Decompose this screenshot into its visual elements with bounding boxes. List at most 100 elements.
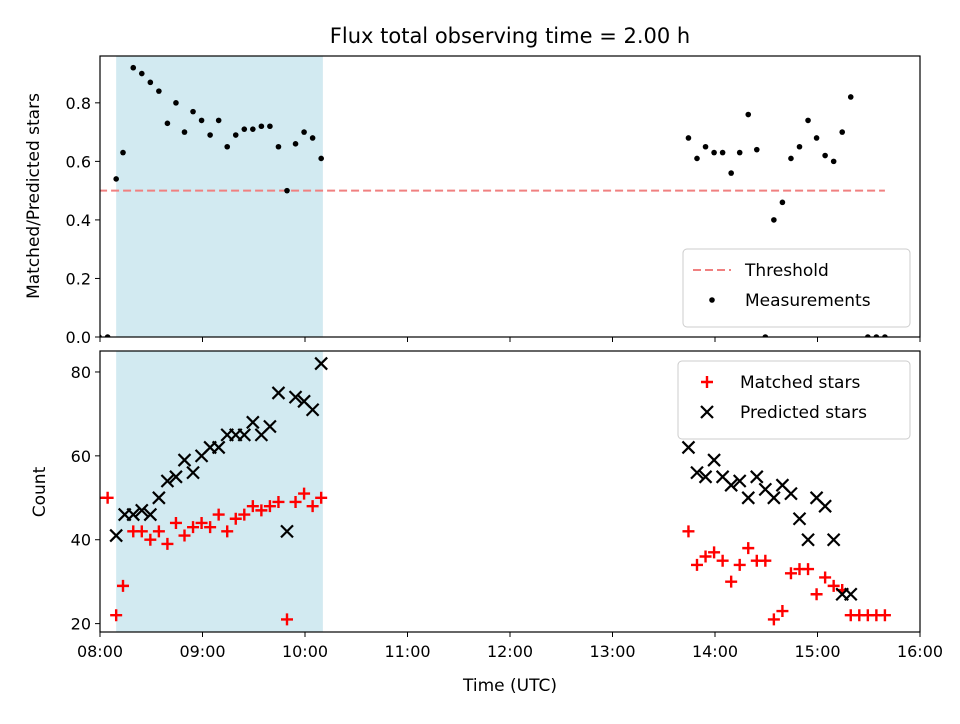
matched-stars-point <box>263 500 276 513</box>
bottom-series-x <box>109 356 858 602</box>
matched-stars-point <box>298 487 311 500</box>
matched-stars-point <box>238 508 251 521</box>
matched-stars-point <box>152 525 165 538</box>
measurement-point <box>258 123 265 130</box>
measurement-point <box>130 64 137 71</box>
measurement-point <box>779 199 786 206</box>
x-tick-label: 14:00 <box>692 642 738 661</box>
predicted-stars-point <box>135 503 149 518</box>
predicted-stars-point <box>698 470 713 484</box>
x-tick-label: 11:00 <box>384 642 430 661</box>
predicted-stars-point <box>690 465 704 480</box>
top-y-tick-label: 0.8 <box>66 94 91 113</box>
predicted-stars-point <box>792 511 807 526</box>
measurement-point <box>207 132 213 138</box>
predicted-stars-point <box>818 499 832 513</box>
measurement-point <box>882 334 888 337</box>
matched-stars-point <box>315 491 328 504</box>
measurement-point <box>805 117 811 124</box>
predicted-stars-point <box>826 532 841 547</box>
matched-stars-point <box>144 533 157 546</box>
bottom-panel: 20 40 60 80 08:00 09:00 10:00 11:00 12:00 13:00 14… <box>71 350 943 661</box>
predicted-stars-point <box>724 478 738 492</box>
matched-stars-point <box>767 613 780 626</box>
matched-stars-point <box>819 571 832 584</box>
bottom-y-tick-label: 60 <box>71 447 91 466</box>
matched-stars-point <box>135 525 148 538</box>
bottom-legend: Matched stars Predicted stars <box>677 360 911 440</box>
matched-stars-point <box>281 613 293 626</box>
x-tick-label: 10:00 <box>282 642 328 661</box>
predicted-stars-point <box>169 470 183 484</box>
predicted-stars-point <box>186 465 200 480</box>
matched-stars-point <box>784 567 797 580</box>
predicted-stars-point <box>305 402 320 417</box>
predicted-stars-point <box>280 524 294 539</box>
measurement-point <box>156 88 162 94</box>
bottom-observing-window <box>116 351 323 632</box>
chart-title: Flux total observing time = 2.00 h <box>330 24 690 48</box>
measurement-point <box>719 149 726 156</box>
bottom-y-axis-label: Count <box>30 466 50 517</box>
matched-stars-point <box>878 609 891 622</box>
top-y-tick-label: 0.0 <box>66 328 91 347</box>
matched-stars-point <box>306 500 319 513</box>
matched-stars-point <box>708 546 721 559</box>
predicted-stars-point <box>109 528 123 543</box>
top-y-tick-label: 0.2 <box>66 269 91 288</box>
legend-label: Matched stars <box>740 373 860 393</box>
matched-stars-point <box>101 491 114 504</box>
legend-measurements-swatch <box>709 297 715 303</box>
top-y-tick-label: 0.4 <box>66 211 91 230</box>
predicted-stars-point <box>314 356 328 371</box>
measurement-point <box>292 141 299 147</box>
top-legend: Threshold Measurements <box>682 248 911 328</box>
x-axis-label: Time (UTC) <box>462 676 557 696</box>
predicted-stars-point <box>741 491 756 505</box>
measurement-point <box>181 129 188 135</box>
predicted-stars-point <box>152 491 166 505</box>
predicted-stars-point <box>263 419 277 434</box>
top-observing-window <box>116 56 323 337</box>
measurement-point <box>873 334 880 337</box>
matched-stars-point <box>691 558 703 571</box>
matched-stars-point <box>229 512 242 525</box>
matched-stars-point <box>187 521 200 534</box>
measurement-point <box>771 217 777 223</box>
x-tick-label: 09:00 <box>179 642 225 661</box>
matched-stars-point <box>221 525 234 538</box>
x-tick-label: 13:00 <box>589 642 635 661</box>
matched-stars-point <box>699 550 712 563</box>
measurement-point <box>753 146 760 153</box>
measurement-point <box>198 117 205 124</box>
measurement-point <box>241 126 248 132</box>
top-panel: 0.0 0.2 0.4 0.6 0.8 Threshold Measurements <box>66 55 921 347</box>
measurement-point <box>830 158 837 165</box>
measurement-point <box>822 152 828 159</box>
predicted-stars-point <box>843 587 858 602</box>
measurement-point <box>284 187 290 194</box>
measurement-point <box>736 149 743 156</box>
measurement-point <box>232 132 239 138</box>
predicted-stars-point <box>211 440 226 455</box>
matched-stars-point <box>169 516 182 529</box>
measurement-point <box>813 135 820 141</box>
measurement-point <box>728 170 734 176</box>
x-tick-label: 08:00 <box>77 642 123 661</box>
measurement-point <box>267 123 273 130</box>
matched-stars-point <box>733 558 746 571</box>
matched-stars-point <box>110 609 123 622</box>
measurement-point <box>762 334 769 337</box>
top-y-axis-label: Matched/Predicted stars <box>24 93 44 299</box>
measurement-point <box>685 135 692 141</box>
measurement-point <box>711 149 717 156</box>
measurement-point <box>113 176 119 182</box>
matched-stars-point <box>117 579 129 592</box>
bottom-y-tick-label: 40 <box>71 531 91 550</box>
matched-stars-point <box>827 579 840 592</box>
measurement-point <box>788 155 794 162</box>
bottom-y-tick-label: 20 <box>71 615 91 634</box>
bottom-y-tick-label: 80 <box>71 363 91 382</box>
matched-stars-point <box>776 605 789 618</box>
